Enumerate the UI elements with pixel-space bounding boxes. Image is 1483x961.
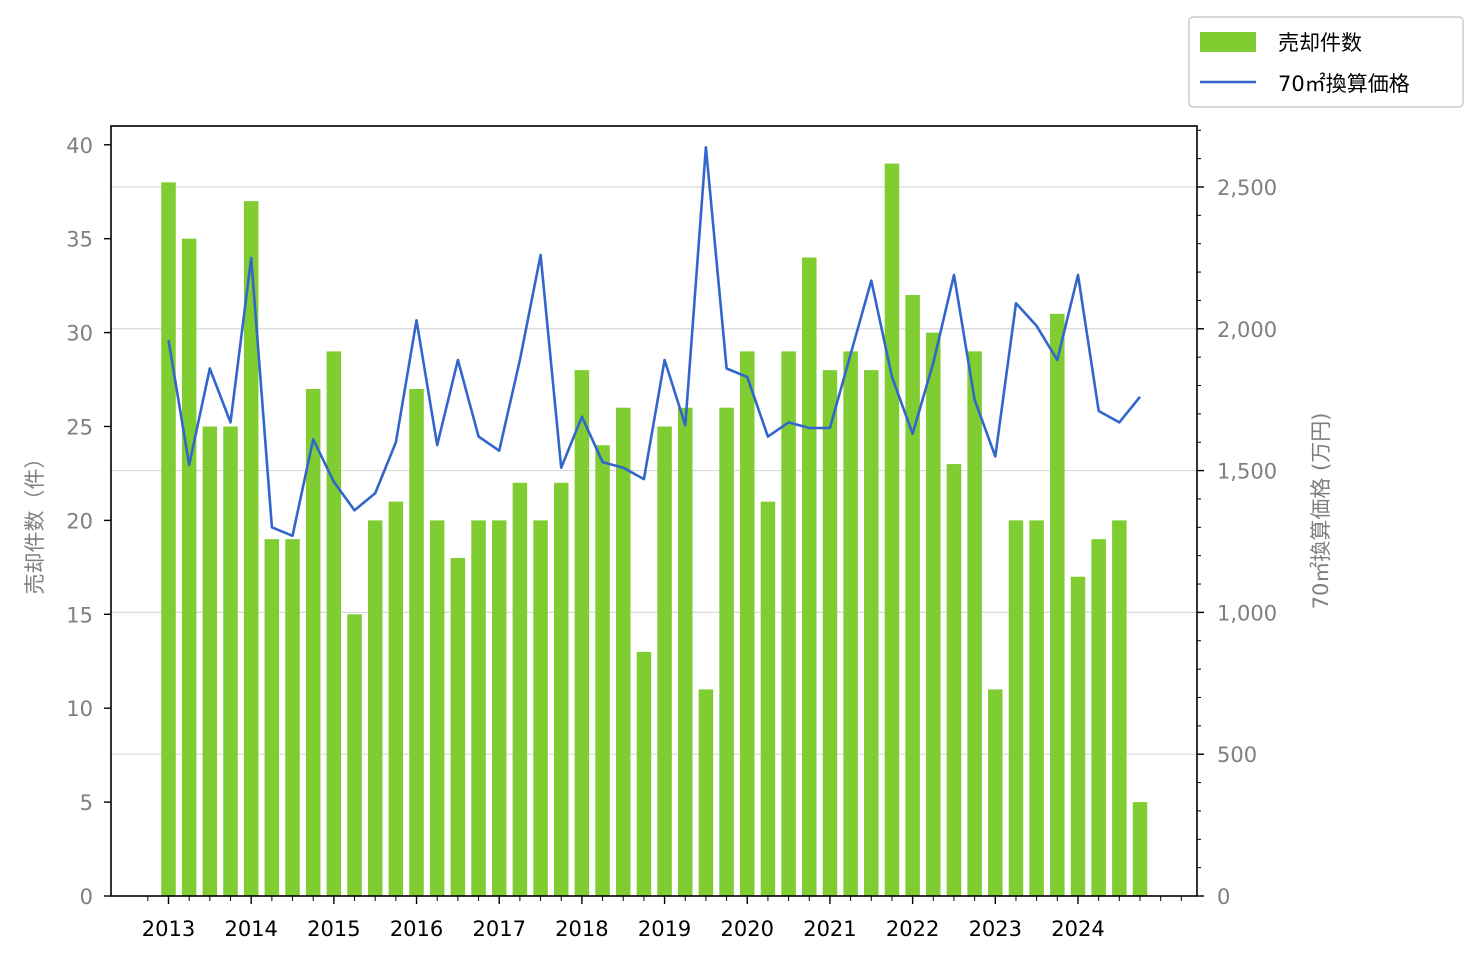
bar — [1112, 520, 1127, 896]
x-tick-label: 2024 — [1051, 917, 1104, 941]
bar — [926, 332, 941, 897]
left-tick-label: 0 — [80, 885, 93, 909]
legend-box — [1188, 16, 1464, 108]
bar — [615, 407, 631, 896]
bar — [574, 370, 590, 896]
left-tick-label: 5 — [80, 791, 93, 815]
bar — [905, 295, 920, 896]
left-tick-label: 30 — [66, 322, 93, 346]
bar — [657, 426, 672, 896]
bar — [698, 689, 714, 896]
bar — [678, 407, 693, 896]
left-tick-label: 40 — [66, 134, 93, 158]
right-tick-label: 1,500 — [1217, 460, 1277, 484]
bar — [450, 557, 466, 896]
bar — [843, 351, 858, 896]
bar — [864, 370, 879, 896]
bar — [740, 351, 755, 896]
legend-label-line: 70㎡換算価格 — [1278, 72, 1410, 96]
bar — [1008, 520, 1024, 896]
bar — [243, 201, 259, 896]
bar — [802, 257, 817, 897]
bar — [347, 614, 362, 896]
x-tick-label: 2021 — [803, 917, 856, 941]
x-tick-label: 2015 — [307, 917, 360, 941]
plot-frame — [110, 125, 1198, 897]
x-tick-label: 2019 — [638, 917, 691, 941]
bar — [967, 351, 982, 896]
bar — [760, 501, 776, 896]
bar — [553, 482, 569, 896]
x-tick-label: 2017 — [472, 917, 525, 941]
price-line — [167, 146, 1142, 538]
bar — [1050, 313, 1065, 896]
bar — [471, 520, 486, 896]
bar — [822, 370, 838, 896]
bar — [202, 426, 218, 896]
right-tick-label: 500 — [1217, 743, 1257, 767]
right-tick-label: 2,000 — [1217, 318, 1277, 342]
bar — [595, 445, 610, 896]
right-axis: 0 500 1,000 1,500 2,000 2,500 — [1197, 129, 1277, 909]
x-tick-label: 2014 — [224, 917, 277, 941]
bar — [1132, 802, 1148, 896]
x-tick-label: 2013 — [142, 917, 195, 941]
x-tick-label: 2023 — [969, 917, 1022, 941]
x-tick-label: 2016 — [390, 917, 443, 941]
bar — [884, 163, 900, 896]
x-tick-label: 2022 — [886, 917, 939, 941]
bar — [326, 351, 342, 896]
legend: 売却件数 70㎡換算価格 — [1188, 16, 1464, 108]
bar — [367, 520, 383, 896]
bar — [388, 501, 404, 896]
bar — [305, 388, 321, 896]
bar — [781, 351, 796, 896]
bar — [285, 539, 300, 896]
bar — [1091, 539, 1106, 896]
bar — [409, 388, 424, 896]
x-tick-label: 2018 — [555, 917, 608, 941]
bar — [429, 520, 445, 896]
bar — [491, 520, 507, 896]
bar — [636, 651, 652, 896]
left-axis: 0 5 10 15 20 25 30 35 40 — [66, 134, 111, 909]
left-axis-label: 売却件数（件） — [23, 448, 47, 595]
bar — [988, 689, 1003, 896]
bar — [223, 426, 238, 896]
left-tick-label: 35 — [66, 228, 93, 252]
left-tick-label: 25 — [66, 415, 93, 439]
bar — [946, 464, 962, 896]
bar — [161, 182, 176, 897]
right-tick-label: 0 — [1217, 885, 1230, 909]
left-tick-label: 10 — [66, 697, 93, 721]
bar — [719, 407, 734, 896]
bar — [533, 520, 548, 896]
right-axis-label: 70㎡換算価格 (万円) — [1309, 413, 1333, 610]
bar — [512, 482, 528, 896]
legend-swatch-bar — [1200, 32, 1256, 52]
bar — [1070, 576, 1086, 896]
bar — [1029, 520, 1044, 896]
right-tick-label: 1,000 — [1217, 601, 1277, 625]
bar — [264, 539, 280, 896]
left-tick-label: 15 — [66, 603, 93, 627]
x-tick-label: 2020 — [721, 917, 774, 941]
x-axis: 2013 2014 2015 2016 2017 2018 2019 2020 2021 2022… — [142, 896, 1182, 941]
bar — [181, 238, 197, 896]
right-tick-label: 2,500 — [1217, 176, 1277, 200]
left-tick-label: 20 — [66, 509, 93, 533]
legend-label-bar: 売却件数 — [1278, 31, 1362, 55]
bar-series — [161, 163, 1148, 897]
